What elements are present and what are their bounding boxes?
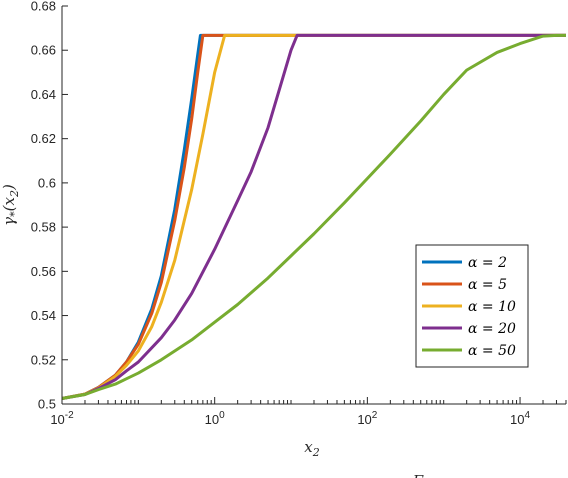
y-tick-label: 0.64 [31,87,56,102]
y-tick-label: 0.5 [38,397,56,412]
legend-label-1: α = 2 [468,255,507,271]
x-tick-label: 100 [205,410,225,427]
y-tick-label: 0.52 [31,352,56,367]
y-tick-label: 0.54 [31,308,56,323]
series-layer [61,33,566,400]
y-tick-label: 0.62 [31,131,56,146]
y-tick-label: 0.6 [38,175,56,190]
x-tick-label: 102 [357,410,377,427]
x-axis-label: x2 [304,438,319,459]
cutoff-label: Γ [412,472,424,478]
legend-label-5: α = 50 [468,343,516,359]
x-tick-label: 104 [510,410,530,427]
x-tick-label: 10-2 [50,410,74,427]
series-line-4 [61,33,566,400]
y-tick-label: 0.68 [31,0,56,14]
y-tick-label: 0.66 [31,43,56,58]
legend-label-2: α = 5 [468,277,507,293]
y-tick-label: 0.58 [31,220,56,235]
legend-label-3: α = 10 [468,299,516,315]
axes-layer: 10-2 100 102 104 0.5 0.52 0.54 0.56 0.58 0.6 0.62 0… [31,0,567,427]
labels-layer: x2 γ*(x2) Γ [0,184,424,478]
y-tick-label: 0.56 [31,264,56,279]
series-line-5 [61,33,566,400]
legend-label-4: α = 20 [468,321,516,337]
legend: α = 2 α = 5 α = 10 α = 20 α = 50 [415,244,529,368]
y-axis-label: γ*(x2) [0,184,21,226]
